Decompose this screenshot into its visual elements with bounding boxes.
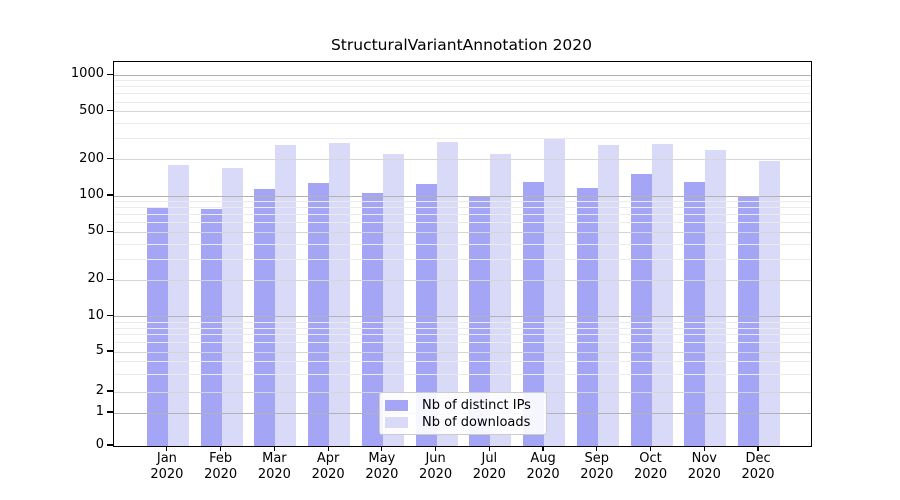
- y-tick-label-0: 0: [95, 437, 104, 452]
- bar-ips-apr: [308, 182, 330, 446]
- bar-downloads-oct: [651, 144, 673, 446]
- y-tick-mark-1: [107, 411, 113, 413]
- y-tick-label-2: 2: [95, 383, 104, 398]
- x-tick-mark-sep: [596, 446, 598, 451]
- bar-downloads-jun: [436, 142, 458, 446]
- x-tick-mark-jan: [166, 446, 168, 451]
- chart-title: StructuralVariantAnnotation 2020: [330, 36, 593, 54]
- legend: Nb of distinct IPs Nb of downloads: [379, 392, 547, 435]
- bar-ips-nov: [684, 181, 706, 446]
- y-tick-mark-2: [107, 390, 113, 392]
- y-tick-mark-5: [107, 350, 113, 352]
- y-tick-label-1: 1: [95, 404, 104, 419]
- bar-ips-mar: [254, 189, 276, 446]
- x-tick-label-jan: Jan 2020: [150, 451, 184, 482]
- y-tick-label-100: 100: [79, 187, 104, 202]
- legend-swatch-downloads: [385, 417, 408, 428]
- y-tick-label-200: 200: [79, 150, 104, 166]
- x-tick-label-apr: Apr 2020: [311, 451, 345, 482]
- x-tick-label-sep: Sep 2020: [580, 451, 614, 482]
- bar-ips-aug: [523, 181, 545, 446]
- bar-ips-sep: [576, 187, 598, 446]
- bar-downloads-dec: [759, 160, 781, 446]
- x-tick-mark-nov: [703, 446, 705, 451]
- legend-item-distinct-ips: Nb of distinct IPs: [385, 397, 538, 414]
- x-tick-mark-jul: [488, 446, 490, 451]
- x-tick-label-mar: Mar 2020: [257, 451, 291, 482]
- bars-layer: [114, 62, 811, 446]
- y-tick-mark-50: [107, 230, 113, 232]
- y-tick-mark-1000: [107, 73, 113, 75]
- y-tick-mark-200: [107, 158, 113, 160]
- bar-downloads-nov: [705, 149, 727, 446]
- bar-ips-jun: [415, 184, 437, 446]
- plot-area: [113, 61, 812, 447]
- x-tick-label-jun: Jun 2020: [419, 451, 453, 482]
- y-tick-label-50: 50: [87, 223, 104, 239]
- y-tick-mark-10: [107, 315, 113, 317]
- y-tick-label-10: 10: [87, 307, 104, 323]
- legend-label-downloads: Nb of downloads: [422, 415, 531, 430]
- legend-item-downloads: Nb of downloads: [385, 414, 538, 431]
- y-tick-mark-0: [107, 444, 113, 446]
- bar-downloads-feb: [221, 167, 243, 446]
- x-tick-mark-jun: [435, 446, 437, 451]
- x-tick-label-feb: Feb 2020: [204, 451, 238, 482]
- x-tick-mark-dec: [757, 446, 759, 451]
- bar-ips-jul: [469, 196, 491, 446]
- bar-ips-oct: [630, 174, 652, 446]
- legend-swatch-ips: [385, 400, 408, 411]
- bar-downloads-jul: [490, 153, 512, 446]
- x-tick-mark-may: [381, 446, 383, 451]
- bar-downloads-aug: [544, 137, 566, 446]
- bar-downloads-may: [382, 153, 404, 446]
- bar-downloads-jan: [167, 165, 189, 446]
- x-tick-mark-feb: [220, 446, 222, 451]
- x-tick-mark-aug: [542, 446, 544, 451]
- bar-ips-jan: [146, 207, 168, 446]
- y-tick-mark-500: [107, 110, 113, 112]
- x-tick-label-oct: Oct 2020: [634, 451, 668, 482]
- x-tick-label-may: May 2020: [365, 451, 399, 482]
- x-tick-label-aug: Aug 2020: [526, 451, 560, 482]
- y-tick-label-5: 5: [95, 343, 104, 358]
- bar-downloads-apr: [329, 142, 351, 446]
- bar-ips-feb: [200, 209, 222, 446]
- bar-downloads-sep: [597, 144, 619, 446]
- x-tick-mark-apr: [327, 446, 329, 451]
- x-tick-label-dec: Dec 2020: [741, 451, 775, 482]
- y-tick-label-500: 500: [79, 102, 104, 118]
- bar-downloads-mar: [275, 145, 297, 446]
- x-tick-label-jul: Jul 2020: [472, 451, 506, 482]
- bar-ips-dec: [738, 196, 760, 446]
- x-tick-mark-mar: [273, 446, 275, 451]
- x-tick-label-nov: Nov 2020: [687, 451, 721, 482]
- y-tick-mark-100: [107, 194, 113, 196]
- y-tick-label-20: 20: [87, 271, 104, 287]
- y-tick-label-1000: 1000: [70, 66, 104, 82]
- legend-label-ips: Nb of distinct IPs: [422, 398, 531, 413]
- x-tick-mark-oct: [649, 446, 652, 451]
- bar-ips-may: [361, 193, 383, 446]
- y-tick-mark-20: [107, 278, 113, 280]
